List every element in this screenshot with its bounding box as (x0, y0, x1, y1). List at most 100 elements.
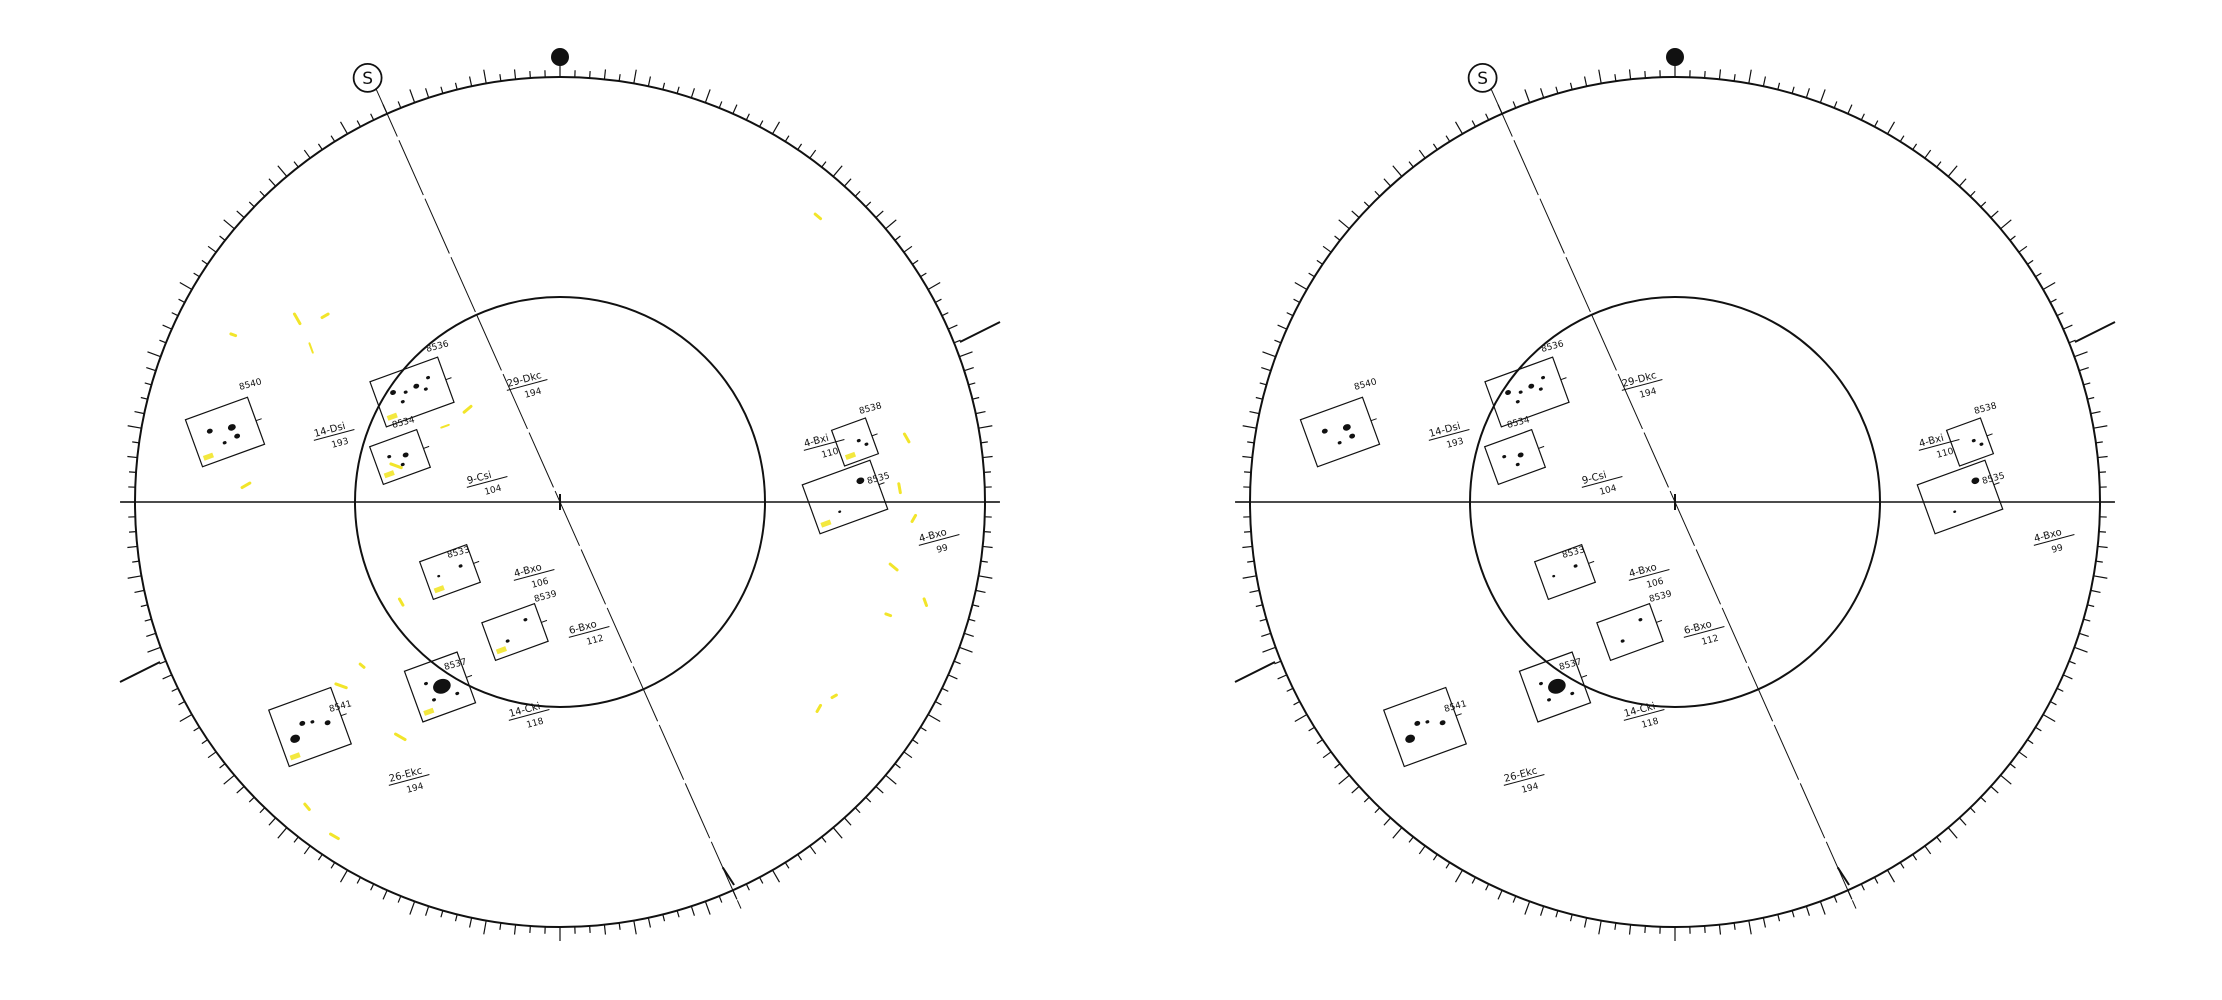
group-frame-tick (423, 445, 430, 449)
sunspot (523, 618, 528, 622)
scale-tick (662, 914, 666, 922)
scale-tick (1374, 190, 1381, 197)
scale-tick (1819, 89, 1826, 103)
yellow-mark (888, 562, 899, 572)
scale-tick (1242, 425, 1257, 429)
scale-tick (690, 906, 695, 916)
scale-tick (178, 700, 186, 706)
scale-tick (809, 149, 817, 159)
scale-tick (440, 86, 444, 94)
group-area: 104 (1599, 484, 1618, 498)
scale-tick (425, 88, 430, 98)
limb-bar-west (119, 661, 161, 683)
yellow-mark (922, 597, 928, 608)
group-number: 8533 (1561, 545, 1586, 561)
scale-tick (972, 604, 980, 608)
scale-tick (1247, 441, 1255, 444)
scale-tick (1277, 324, 1287, 330)
scale-tick (293, 836, 299, 843)
sunspot (1439, 720, 1446, 726)
sunspot (1979, 442, 1984, 446)
scale-tick (1583, 917, 1588, 928)
scale-tick (968, 382, 976, 386)
scale-tick (1383, 817, 1392, 826)
sunspot (324, 720, 331, 726)
sunspot (856, 477, 865, 485)
scale-tick (964, 367, 974, 372)
sunspot (1573, 564, 1578, 568)
yellow-mark (229, 332, 238, 338)
group-frame-tick (255, 418, 262, 422)
group-number: 8534 (1506, 415, 1531, 431)
scale-tick (978, 425, 993, 429)
scale-tick (875, 785, 884, 794)
fraction-bar (568, 626, 610, 638)
scale-tick (193, 726, 200, 732)
scale-tick (1628, 924, 1632, 935)
scale-tick (618, 922, 621, 930)
scale-tick (912, 259, 919, 265)
scale-tick (885, 219, 897, 230)
scale-tick (382, 890, 388, 900)
scale-tick (771, 121, 781, 135)
group-frame (830, 417, 880, 467)
fraction-bar (1428, 429, 1470, 441)
scale-tick (1847, 104, 1853, 114)
group-area: 194 (1521, 782, 1540, 796)
north-dot-icon (551, 48, 569, 66)
scale-tick (248, 201, 255, 208)
group-classification: 4-Bxo (2033, 527, 2063, 545)
scale-tick (1316, 739, 1323, 745)
fraction-bar (313, 429, 355, 441)
group-frame-tick (1455, 713, 1462, 717)
sunspot (1541, 375, 1546, 380)
scale-tick (1899, 135, 1905, 142)
scale-tick (1274, 660, 1282, 665)
scale-tick (927, 713, 941, 723)
scale-tick (1261, 367, 1271, 372)
scale-tick (948, 324, 958, 330)
scale-tick (1791, 910, 1795, 918)
scale-tick (832, 165, 843, 177)
scale-tick (2056, 312, 2064, 317)
scale-tick (236, 210, 245, 219)
scale-tick (162, 674, 172, 680)
scale-tick (162, 324, 172, 330)
group-area: 194 (524, 387, 543, 401)
scale-tick (317, 854, 323, 861)
scale-tick (159, 660, 167, 665)
group-frame (184, 396, 266, 468)
yellow-mark (830, 693, 838, 700)
group-area: 112 (586, 634, 605, 648)
scale-tick (1512, 101, 1517, 109)
scale-tick (1351, 210, 1360, 219)
scale-tick (784, 135, 790, 142)
limb-bar-south (1836, 866, 1850, 886)
sunspot (400, 462, 405, 467)
scale-tick (894, 235, 901, 241)
scale-tick (1242, 575, 1257, 579)
group-area: 106 (1646, 577, 1665, 591)
scale-tick (499, 74, 502, 82)
scale-tick (1819, 901, 1826, 915)
fraction-bar (506, 379, 548, 391)
scale-tick (397, 895, 402, 903)
scale-tick (127, 575, 142, 579)
scale-tick (2009, 763, 2016, 769)
scale-tick (982, 455, 993, 459)
scale-tick (134, 589, 145, 594)
scale-tick (268, 178, 277, 187)
limb-bar-west (1234, 661, 1276, 683)
scale-tick (1374, 807, 1381, 814)
scale-tick (975, 410, 986, 415)
scale-tick (219, 763, 226, 769)
group-frame (801, 459, 889, 535)
scale-tick (140, 604, 148, 608)
scale-tick (147, 646, 161, 653)
group-frame (1299, 396, 1381, 468)
scale-tick (662, 82, 666, 90)
scale-tick (745, 113, 750, 121)
